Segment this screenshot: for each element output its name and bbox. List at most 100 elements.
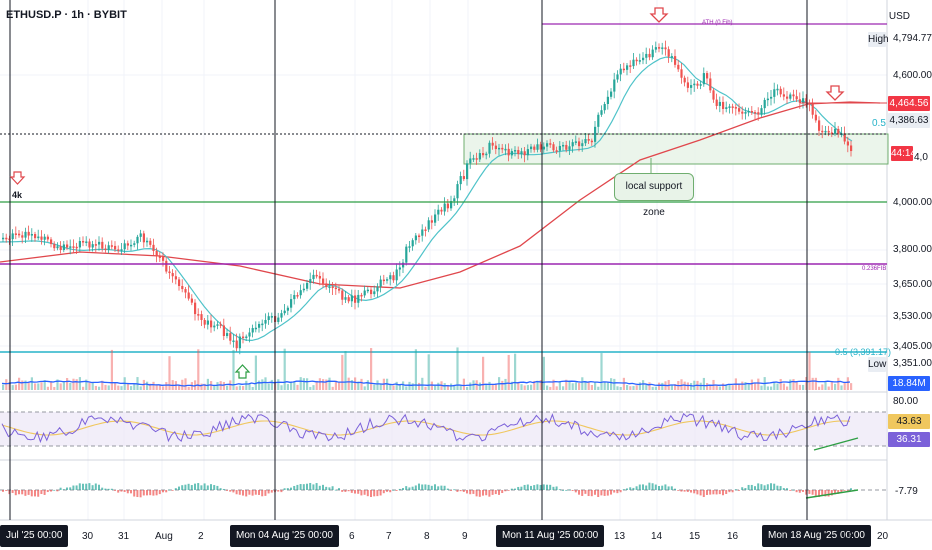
volume-bar [395,381,398,390]
volume-bar [187,386,190,390]
volume-bar [181,379,184,390]
volume-bar [91,381,94,390]
time-tick-8: 8 [424,531,430,542]
candle-body [46,236,49,240]
macd-bar [501,490,504,494]
candle-body [11,233,14,240]
candle-body [741,111,744,114]
macd-bar [549,484,552,490]
volume-bar [14,384,17,390]
volume-bar [88,382,91,390]
candle-body [411,240,414,247]
macd-bar [478,490,481,497]
macd-bar [498,490,500,495]
macd-bar [472,490,475,494]
symbol-title[interactable]: ETHUSD.P · 1h · BYBIT [6,9,127,21]
volume-bar [850,383,853,390]
macd-bar [802,490,804,492]
fib-half-label: 0.5 [872,118,886,129]
macd-bar [539,484,542,490]
candle-body [478,153,481,160]
candle-body [142,233,145,243]
volume-bar [750,379,753,390]
macd-bar [190,485,193,490]
candle-body [533,146,536,150]
fib-0236-label: 0.236FIB [862,266,887,272]
macd-bar [456,490,459,492]
macd-bar [606,490,609,496]
marker-4k-label: 4k [12,190,23,200]
time-tick-31: 31 [118,531,130,542]
macd-bar [795,490,798,493]
candle-body [123,243,126,250]
macd-bar [798,490,801,493]
volume-bar [277,379,280,390]
macd-bar [85,483,88,490]
macd-bar [654,484,657,490]
macd-bar [741,487,744,490]
volume-bar [558,381,561,390]
volume-bar [149,383,152,390]
candle-body [578,141,581,147]
volume-bar [248,383,251,390]
macd-bar [843,490,846,491]
volume-bar [840,385,843,390]
macd-bar [325,486,328,490]
candle-body [206,320,209,325]
candle-body [27,231,30,236]
macd-bar [786,488,788,490]
candle-body [504,148,507,151]
volume-bar [296,384,299,390]
candle-body [414,235,417,241]
candle-body [805,98,808,104]
volume-bar [258,380,261,390]
volume-bar [229,380,232,390]
candle-body [40,236,43,240]
level-tag: 4,386.63 [888,113,930,128]
volume-bar [782,383,785,390]
macd-bar [197,483,200,490]
time-tick-19: 19 [841,531,853,542]
volume-bar [414,349,417,390]
volume-bar [594,382,597,390]
macd-bar [818,490,820,497]
candle-body [677,64,680,70]
macd-bar [286,488,289,490]
volume-bar [293,381,296,390]
candle-body [581,143,584,147]
volume-bar [632,386,635,390]
macd-bar [533,485,536,490]
candle-body [328,286,331,289]
currency-label[interactable]: USD [888,11,910,22]
rsi-value-tag: 36.31 [888,432,930,447]
macd-bar [520,486,523,490]
macd-bar [779,486,782,490]
macd-bar [69,487,72,490]
macd-bar [283,488,286,490]
macd-bar [517,486,520,490]
volume-bar [699,382,702,390]
macd-bar [389,490,392,493]
candle-body [834,128,837,134]
volume-bar [802,384,805,390]
volume-bar [779,378,782,390]
volume-bar [46,386,49,390]
volume-bar [670,384,673,390]
candle-body [210,320,213,328]
volume-bar [24,380,27,390]
support-zone-label[interactable]: local support zone [614,173,694,218]
macd-bar [264,490,267,496]
volume-bar [376,380,379,390]
candle-body [555,150,558,152]
candle-body [648,53,651,58]
candle-body [82,241,85,243]
candle-body [501,147,504,150]
price-tick-partial: 4,0 [914,152,928,163]
candle-body [347,297,350,302]
volume-bar [773,381,776,390]
macd-bar [302,484,305,490]
volume-bar [98,386,101,390]
volume-bar [270,379,273,390]
candle-body [331,286,334,289]
